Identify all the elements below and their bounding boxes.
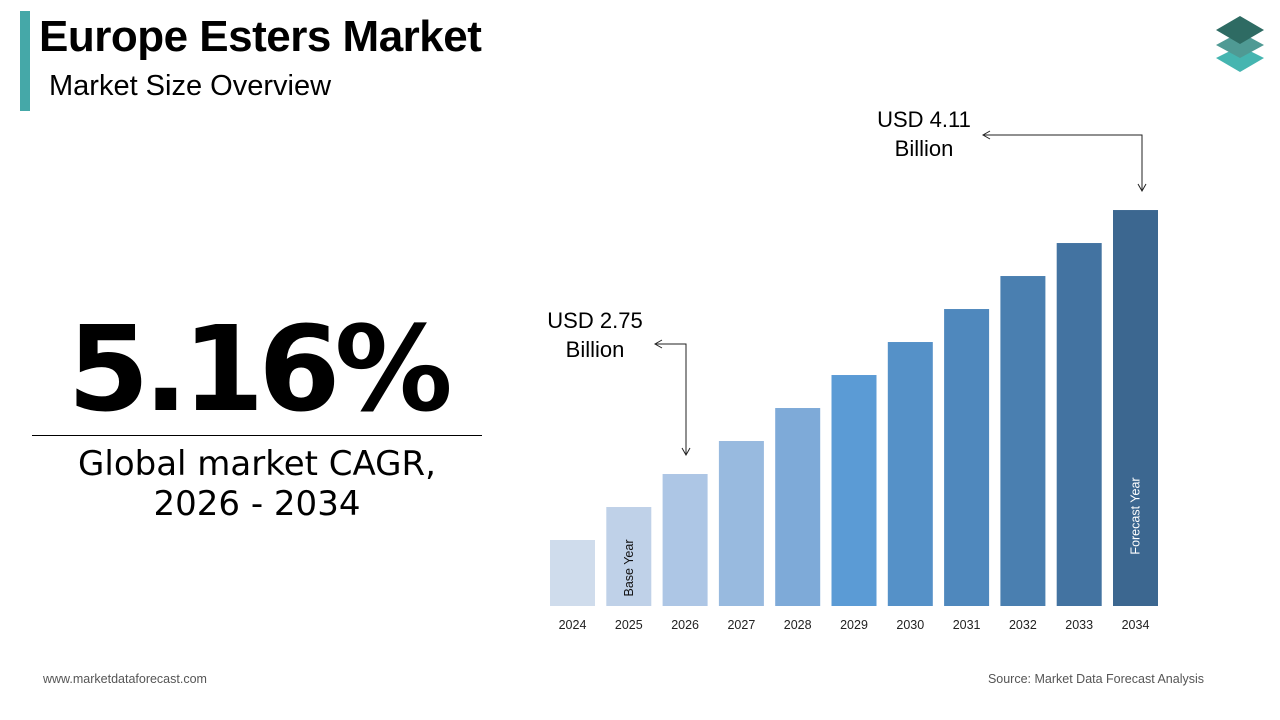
cagr-label: Global market CAGR, 2026 - 2034: [32, 444, 482, 524]
stacked-layers-icon: [1216, 16, 1264, 72]
website-link[interactable]: www.marketdataforecast.com: [43, 672, 207, 686]
source-note: Source: Market Data Forecast Analysis: [987, 672, 1204, 686]
bar-2034: [1113, 210, 1158, 606]
page-title: Europe Esters Market: [39, 12, 482, 61]
arrowhead-icon: [653, 339, 663, 349]
arrowhead-icon: [981, 130, 991, 140]
arrowhead-icon: [1137, 183, 1147, 193]
annotation-value: USD 2.75: [547, 308, 643, 333]
annotation-2034: USD 4.11 Billion: [859, 105, 989, 163]
cagr-value: 5.16%: [67, 300, 452, 438]
bar-2027: [718, 441, 764, 606]
annotation-unit: Billion: [894, 136, 954, 161]
annotation-value: USD 4.11: [877, 107, 971, 132]
page-subtitle: Market Size Overview: [49, 70, 332, 102]
annotation-arrow-2026: [655, 343, 687, 455]
bar-2033: [1056, 243, 1102, 606]
x-tick-label: 2034: [1122, 618, 1150, 632]
x-tick-label: 2025: [615, 618, 643, 632]
x-tick-label: 2024: [559, 618, 587, 632]
bar-label-2025: Base Year: [622, 540, 636, 597]
x-tick-label: 2026: [671, 618, 699, 632]
cagr-label-line1: Global market CAGR,: [78, 444, 436, 484]
divider: [32, 435, 482, 436]
x-tick-label: 2029: [840, 618, 868, 632]
x-tick-label: 2027: [727, 618, 755, 632]
annotation-unit: Billion: [565, 337, 625, 362]
bar-2032: [1000, 276, 1046, 606]
bar-2025: [606, 507, 652, 606]
bar-2028: [775, 408, 821, 606]
cagr-label-period: 2026 - 2034: [153, 484, 361, 524]
title-accent-bar: [20, 11, 30, 111]
annotation-2026: USD 2.75 Billion: [530, 306, 660, 364]
x-tick-label: 2032: [1009, 618, 1037, 632]
x-tick-label: 2031: [953, 618, 981, 632]
annotation-arrow-2034: [983, 134, 1143, 191]
x-tick-label: 2028: [784, 618, 812, 632]
arrowhead-icon: [681, 447, 691, 457]
bar-2030: [887, 342, 933, 606]
bar-label-2034: Forecast Year: [1129, 477, 1143, 554]
bar-2026: [662, 474, 708, 606]
x-tick-label: 2030: [896, 618, 924, 632]
bar-2029: [831, 375, 877, 606]
bar-2031: [944, 309, 990, 606]
x-tick-label: 2033: [1065, 618, 1093, 632]
bar-2024: [550, 540, 595, 606]
